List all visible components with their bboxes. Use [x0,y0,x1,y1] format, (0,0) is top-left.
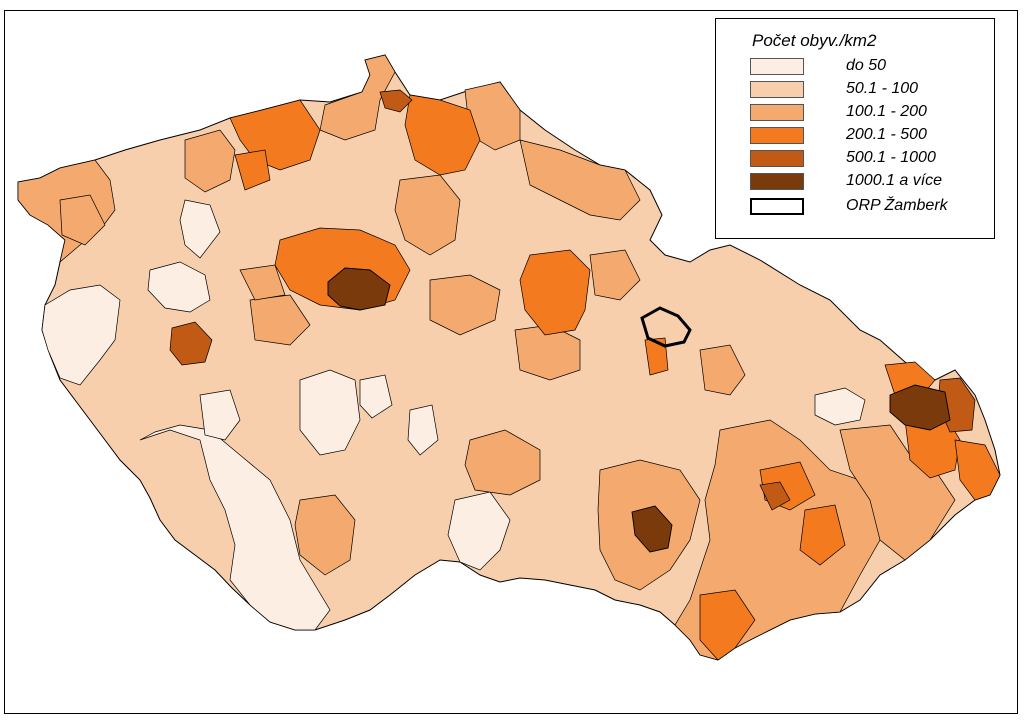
region-200-500 [644,337,669,376]
region-200-500 [519,249,591,336]
region-do-50 [407,404,439,456]
legend-label: 50.1 - 100 [846,80,919,97]
region-100-200 [239,264,286,301]
region-do-50 [41,284,121,386]
region-500-1000 [759,481,791,511]
legend-item: 1000.1 a více [750,172,990,192]
legend-swatch [750,81,804,98]
legend-label: 1000.1 a více [846,172,943,189]
region-200-500 [404,94,481,176]
region-brno [631,505,673,553]
region-500-1000 [379,89,413,113]
region-100-200 [519,139,641,221]
region-do-50 [199,389,241,441]
region-100-200 [589,249,641,301]
region-100-200 [249,294,311,346]
legend-swatch [750,104,804,121]
region-200-500 [699,589,756,661]
region-do-50 [147,261,211,313]
region-do-50 [299,369,361,456]
legend-swatch [750,173,804,190]
legend-item: 200.1 - 500 [750,126,990,146]
legend-swatch-outline [750,198,804,215]
region-praha [327,267,391,311]
region-100-200 [839,424,956,561]
legend-swatch [750,150,804,167]
region-ostrava [889,384,951,431]
region-200-500 [954,439,1001,501]
region-500-1000 [169,321,213,366]
region-100-200 [699,344,746,396]
region-do-50 [359,374,393,419]
legend-label: 500.1 - 1000 [846,149,936,166]
legend-label: 100.1 - 200 [846,103,927,120]
region-100-200 [59,194,106,246]
legend-item: 50.1 - 100 [750,80,990,100]
region-100-200 [184,129,236,193]
legend-label: 200.1 - 500 [846,126,927,143]
legend-label: do 50 [846,57,887,74]
legend-item: 500.1 - 1000 [750,149,990,169]
orp-zamberk-outline [640,306,692,348]
region-100-200 [294,494,356,576]
legend-item: do 50 [750,57,990,77]
legend: Počet obyv./km2 do 50 50.1 - 100 100.1 -… [715,18,995,239]
region-100-200 [429,274,501,336]
legend-swatch [750,58,804,75]
region-100-200 [464,429,541,496]
region-do-50 [447,491,511,571]
region-200-500 [799,504,846,566]
region-100-200 [319,54,396,141]
legend-title: Počet obyv./km2 [752,31,877,50]
legend-item: ORP Žamberk [750,197,990,217]
legend-item: 100.1 - 200 [750,103,990,123]
region-do-50 [814,387,866,426]
region-100-200 [394,174,461,256]
region-do-50 [179,199,221,259]
legend-swatch [750,127,804,144]
legend-label: ORP Žamberk [846,197,948,214]
region-200-500 [234,149,271,191]
